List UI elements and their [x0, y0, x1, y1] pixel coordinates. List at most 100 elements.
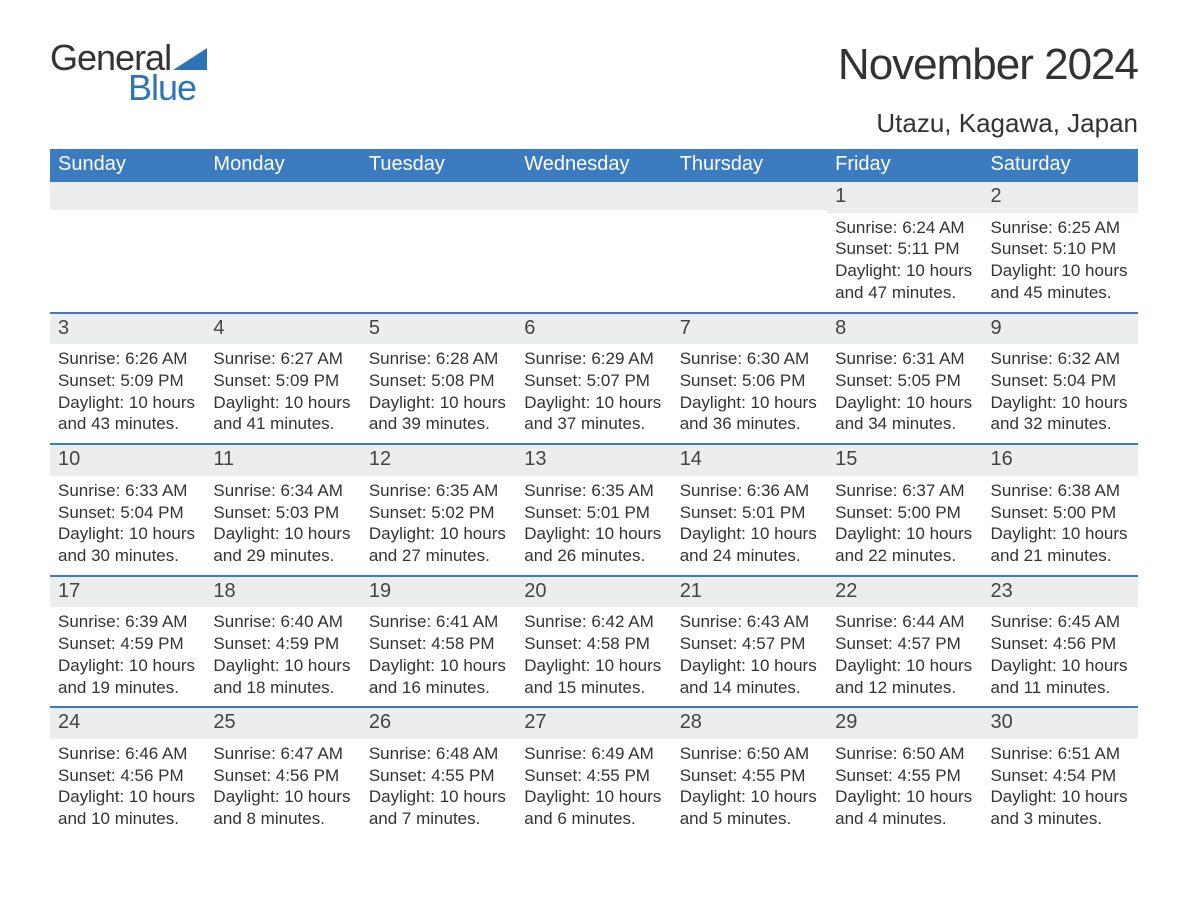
daylight-line: Daylight: 10 hours and 32 minutes. [991, 392, 1130, 436]
calendar-day-cell: 30Sunrise: 6:51 AMSunset: 4:54 PMDayligh… [983, 708, 1138, 838]
weekday-header: Sunday [50, 149, 205, 182]
calendar-day-cell: 21Sunrise: 6:43 AMSunset: 4:57 PMDayligh… [672, 577, 827, 707]
day-details: Sunrise: 6:40 AMSunset: 4:59 PMDaylight:… [205, 607, 360, 706]
sunset-line: Sunset: 5:00 PM [835, 502, 974, 524]
day-number: 12 [361, 445, 516, 476]
sunset-line: Sunset: 5:10 PM [991, 238, 1130, 260]
calendar-day-cell: 10Sunrise: 6:33 AMSunset: 5:04 PMDayligh… [50, 445, 205, 575]
sunset-line: Sunset: 5:03 PM [213, 502, 352, 524]
sunset-line: Sunset: 5:11 PM [835, 238, 974, 260]
title-block: November 2024 Utazu, Kagawa, Japan [838, 40, 1138, 139]
flag-icon [173, 48, 207, 70]
day-number [672, 182, 827, 210]
sunset-line: Sunset: 4:57 PM [680, 633, 819, 655]
day-number: 18 [205, 577, 360, 608]
day-number: 17 [50, 577, 205, 608]
day-details: Sunrise: 6:35 AMSunset: 5:01 PMDaylight:… [516, 476, 671, 575]
day-number: 7 [672, 314, 827, 345]
daylight-line: Daylight: 10 hours and 29 minutes. [213, 523, 352, 567]
sunset-line: Sunset: 4:58 PM [524, 633, 663, 655]
sunrise-line: Sunrise: 6:44 AM [835, 611, 974, 633]
sunset-line: Sunset: 5:04 PM [58, 502, 197, 524]
daylight-line: Daylight: 10 hours and 11 minutes. [991, 655, 1130, 699]
sunrise-line: Sunrise: 6:37 AM [835, 480, 974, 502]
location-label: Utazu, Kagawa, Japan [838, 108, 1138, 139]
daylight-line: Daylight: 10 hours and 30 minutes. [58, 523, 197, 567]
day-number: 30 [983, 708, 1138, 739]
daylight-line: Daylight: 10 hours and 6 minutes. [524, 786, 663, 830]
calendar-day-cell: 14Sunrise: 6:36 AMSunset: 5:01 PMDayligh… [672, 445, 827, 575]
day-number: 3 [50, 314, 205, 345]
page-header: General Blue November 2024 Utazu, Kagawa… [50, 40, 1138, 139]
day-details: Sunrise: 6:35 AMSunset: 5:02 PMDaylight:… [361, 476, 516, 575]
day-number [361, 182, 516, 210]
sunrise-line: Sunrise: 6:38 AM [991, 480, 1130, 502]
day-details: Sunrise: 6:43 AMSunset: 4:57 PMDaylight:… [672, 607, 827, 706]
day-number: 20 [516, 577, 671, 608]
day-details: Sunrise: 6:41 AMSunset: 4:58 PMDaylight:… [361, 607, 516, 706]
calendar-day-cell: 23Sunrise: 6:45 AMSunset: 4:56 PMDayligh… [983, 577, 1138, 707]
calendar-day-cell: 7Sunrise: 6:30 AMSunset: 5:06 PMDaylight… [672, 314, 827, 444]
sunrise-line: Sunrise: 6:29 AM [524, 348, 663, 370]
day-number: 9 [983, 314, 1138, 345]
sunrise-line: Sunrise: 6:50 AM [680, 743, 819, 765]
day-number: 16 [983, 445, 1138, 476]
day-number: 27 [516, 708, 671, 739]
daylight-line: Daylight: 10 hours and 41 minutes. [213, 392, 352, 436]
day-number: 5 [361, 314, 516, 345]
calendar-day-cell: 27Sunrise: 6:49 AMSunset: 4:55 PMDayligh… [516, 708, 671, 838]
day-details: Sunrise: 6:25 AMSunset: 5:10 PMDaylight:… [983, 213, 1138, 312]
calendar-day-cell: 4Sunrise: 6:27 AMSunset: 5:09 PMDaylight… [205, 314, 360, 444]
day-details: Sunrise: 6:32 AMSunset: 5:04 PMDaylight:… [983, 344, 1138, 443]
daylight-line: Daylight: 10 hours and 27 minutes. [369, 523, 508, 567]
calendar-day-cell: 26Sunrise: 6:48 AMSunset: 4:55 PMDayligh… [361, 708, 516, 838]
calendar-day-cell: 8Sunrise: 6:31 AMSunset: 5:05 PMDaylight… [827, 314, 982, 444]
day-details: Sunrise: 6:47 AMSunset: 4:56 PMDaylight:… [205, 739, 360, 838]
day-details: Sunrise: 6:30 AMSunset: 5:06 PMDaylight:… [672, 344, 827, 443]
calendar-day-cell [672, 182, 827, 312]
sunset-line: Sunset: 5:09 PM [58, 370, 197, 392]
day-details: Sunrise: 6:49 AMSunset: 4:55 PMDaylight:… [516, 739, 671, 838]
calendar-day-cell [50, 182, 205, 312]
sunrise-line: Sunrise: 6:48 AM [369, 743, 508, 765]
weekday-header: Tuesday [361, 149, 516, 182]
day-details: Sunrise: 6:29 AMSunset: 5:07 PMDaylight:… [516, 344, 671, 443]
calendar-day-cell: 24Sunrise: 6:46 AMSunset: 4:56 PMDayligh… [50, 708, 205, 838]
calendar-table: SundayMondayTuesdayWednesdayThursdayFrid… [50, 149, 1138, 838]
sunset-line: Sunset: 4:56 PM [213, 765, 352, 787]
day-number [50, 182, 205, 210]
calendar-day-cell: 12Sunrise: 6:35 AMSunset: 5:02 PMDayligh… [361, 445, 516, 575]
day-details: Sunrise: 6:42 AMSunset: 4:58 PMDaylight:… [516, 607, 671, 706]
calendar-day-cell: 28Sunrise: 6:50 AMSunset: 4:55 PMDayligh… [672, 708, 827, 838]
calendar-week-row: 17Sunrise: 6:39 AMSunset: 4:59 PMDayligh… [50, 575, 1138, 707]
day-number: 26 [361, 708, 516, 739]
day-number: 14 [672, 445, 827, 476]
day-details: Sunrise: 6:34 AMSunset: 5:03 PMDaylight:… [205, 476, 360, 575]
sunset-line: Sunset: 4:55 PM [680, 765, 819, 787]
sunrise-line: Sunrise: 6:50 AM [835, 743, 974, 765]
calendar-week-row: 3 Sunrise: 6:26 AMSunset: 5:09 PM Daylight… [50, 312, 1138, 444]
weekday-header: Wednesday [516, 149, 671, 182]
day-details: Sunrise: 6:27 AMSunset: 5:09 PMDaylight:… [205, 344, 360, 443]
sunset-line: Sunset: 4:58 PM [369, 633, 508, 655]
daylight-line: Daylight: 10 hours and 39 minutes. [369, 392, 508, 436]
sunrise-line: Sunrise: 6:35 AM [524, 480, 663, 502]
sunset-line: Sunset: 4:55 PM [835, 765, 974, 787]
day-number: 22 [827, 577, 982, 608]
sunset-line: Sunset: 4:54 PM [991, 765, 1130, 787]
daylight-line: Daylight: 10 hours and 14 minutes. [680, 655, 819, 699]
day-details: Sunrise: 6:39 AMSunset: 4:59 PMDaylight:… [50, 607, 205, 706]
day-number: 29 [827, 708, 982, 739]
weekday-header: Monday [205, 149, 360, 182]
sunrise-line: Sunrise: 6:46 AM [58, 743, 197, 765]
sunrise-line: Sunrise: 6:34 AM [213, 480, 352, 502]
sunrise-line: Sunrise: 6:43 AM [680, 611, 819, 633]
sunrise-line: Sunrise: 6:26 AM [58, 348, 197, 370]
weekday-header: Friday [827, 149, 982, 182]
sunrise-line: Sunrise: 6:42 AM [524, 611, 663, 633]
day-number: 23 [983, 577, 1138, 608]
calendar-day-cell: 13Sunrise: 6:35 AMSunset: 5:01 PMDayligh… [516, 445, 671, 575]
sunrise-line: Sunrise: 6:24 AM [835, 217, 974, 239]
calendar-week-row: 1Sunrise: 6:24 AMSunset: 5:11 PMDaylight… [50, 182, 1138, 312]
sunrise-line: Sunrise: 6:30 AM [680, 348, 819, 370]
